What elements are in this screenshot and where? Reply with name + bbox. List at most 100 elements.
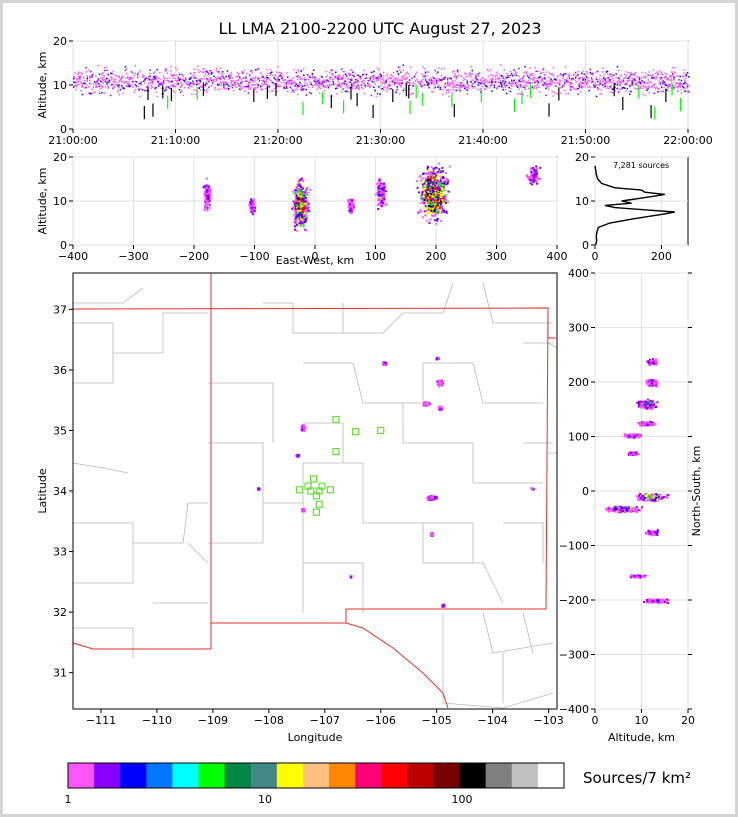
time-altitude-source bbox=[309, 91, 311, 94]
eastwest-altitude-source bbox=[206, 206, 209, 209]
time-altitude-source bbox=[218, 84, 220, 86]
time-altitude-source bbox=[601, 67, 604, 69]
eastwest-altitude-source bbox=[420, 196, 423, 199]
time-altitude-source bbox=[396, 86, 398, 88]
time-altitude-source bbox=[617, 91, 620, 93]
time-altitude-source bbox=[536, 80, 539, 83]
time-altitude-source bbox=[428, 79, 430, 81]
eastwest-altitude-source bbox=[301, 187, 304, 190]
eastwest-altitude-source bbox=[539, 177, 541, 180]
eastwest-altitude-source bbox=[299, 191, 302, 194]
time-altitude-source bbox=[295, 88, 298, 91]
time-altitude-source bbox=[165, 88, 167, 91]
eastwest-altitude-source bbox=[300, 181, 303, 184]
time-altitude-source bbox=[162, 93, 165, 95]
time-altitude-source bbox=[664, 84, 667, 86]
time-altitude-source bbox=[605, 77, 608, 80]
eastwest-altitude-source bbox=[427, 185, 430, 188]
time-altitude-source bbox=[349, 69, 352, 71]
time-altitude-source bbox=[541, 77, 544, 79]
time-altitude-source bbox=[275, 80, 278, 82]
time-altitude-source bbox=[464, 78, 466, 80]
time-altitude-source bbox=[191, 75, 193, 78]
time-altitude-source bbox=[427, 70, 429, 73]
time-altitude-source bbox=[171, 84, 173, 87]
altitude-histogram-ytick-label: 10 bbox=[575, 195, 589, 208]
time-altitude-source bbox=[502, 75, 504, 78]
eastwest-altitude-source bbox=[441, 194, 444, 197]
eastwest-altitude-source bbox=[440, 200, 443, 203]
eastwest-altitude-source bbox=[427, 176, 429, 179]
eastwest-altitude-source bbox=[429, 190, 432, 193]
eastwest-altitude-source bbox=[252, 198, 255, 201]
time-altitude-source bbox=[237, 78, 240, 81]
time-altitude-source bbox=[348, 78, 350, 80]
time-altitude-source bbox=[240, 86, 242, 88]
time-altitude-source bbox=[636, 80, 638, 83]
time-altitude-source bbox=[606, 72, 609, 75]
time-altitude-source bbox=[529, 82, 531, 84]
time-altitude-source bbox=[199, 80, 202, 82]
time-altitude-source bbox=[513, 79, 515, 81]
time-altitude-source bbox=[480, 82, 482, 84]
time-altitude-source bbox=[266, 80, 268, 83]
time-altitude-source bbox=[387, 83, 390, 85]
time-altitude-source bbox=[454, 80, 456, 82]
time-altitude-source bbox=[585, 76, 588, 78]
time-altitude-source bbox=[440, 68, 443, 70]
time-altitude-source bbox=[626, 88, 628, 90]
time-altitude-source bbox=[560, 74, 562, 76]
time-altitude-source bbox=[439, 79, 441, 81]
eastwest-altitude-source bbox=[441, 166, 444, 169]
eastwest-altitude-source bbox=[532, 179, 535, 181]
time-altitude-source bbox=[380, 74, 382, 76]
eastwest-altitude-source bbox=[299, 177, 302, 180]
time-altitude-source bbox=[391, 82, 394, 84]
time-altitude-source bbox=[240, 89, 242, 91]
time-altitude-source bbox=[189, 82, 192, 84]
time-altitude-source bbox=[584, 85, 587, 87]
time-altitude-source bbox=[504, 81, 507, 83]
time-altitude-source bbox=[625, 71, 627, 73]
time-altitude-source bbox=[256, 91, 258, 93]
time-altitude-source bbox=[301, 78, 304, 80]
eastwest-altitude-source bbox=[425, 182, 428, 185]
time-altitude-source bbox=[633, 78, 636, 80]
eastwest-altitude-source bbox=[348, 205, 351, 208]
eastwest-altitude-source bbox=[252, 205, 255, 208]
time-altitude-source bbox=[555, 79, 557, 81]
eastwest-altitude-source bbox=[204, 195, 207, 198]
time-altitude-source bbox=[86, 75, 88, 77]
time-altitude-source bbox=[166, 79, 168, 82]
time-altitude-source bbox=[600, 83, 603, 86]
time-altitude-source bbox=[93, 91, 96, 94]
time-altitude-source bbox=[629, 90, 631, 93]
time-altitude-source bbox=[551, 90, 553, 93]
time-altitude-source bbox=[151, 81, 154, 83]
time-altitude-source bbox=[471, 73, 473, 75]
time-altitude-source bbox=[383, 81, 385, 84]
time-altitude-source bbox=[373, 70, 375, 73]
time-altitude-source bbox=[118, 86, 120, 89]
time-altitude-source bbox=[552, 66, 555, 69]
time-altitude-source bbox=[535, 70, 537, 72]
plan-view-source bbox=[382, 363, 385, 366]
eastwest-altitude-source bbox=[250, 198, 253, 201]
time-altitude-source bbox=[619, 78, 621, 80]
time-altitude-source bbox=[375, 95, 378, 98]
time-altitude-source bbox=[125, 81, 128, 83]
time-altitude-source bbox=[528, 87, 530, 90]
time-altitude-source bbox=[638, 81, 641, 83]
time-altitude-source bbox=[477, 79, 480, 81]
eastwest-altitude-source bbox=[206, 209, 209, 212]
eastwest-altitude-source bbox=[440, 189, 443, 192]
time-altitude-source bbox=[683, 87, 685, 89]
time-altitude-source bbox=[399, 69, 401, 71]
time-altitude-source bbox=[322, 95, 325, 97]
time-altitude-source bbox=[673, 76, 675, 78]
time-altitude-source bbox=[446, 89, 449, 92]
time-altitude-source bbox=[357, 81, 359, 83]
time-altitude-source bbox=[567, 80, 569, 83]
time-altitude-source bbox=[171, 81, 173, 83]
time-altitude-source bbox=[301, 85, 304, 87]
